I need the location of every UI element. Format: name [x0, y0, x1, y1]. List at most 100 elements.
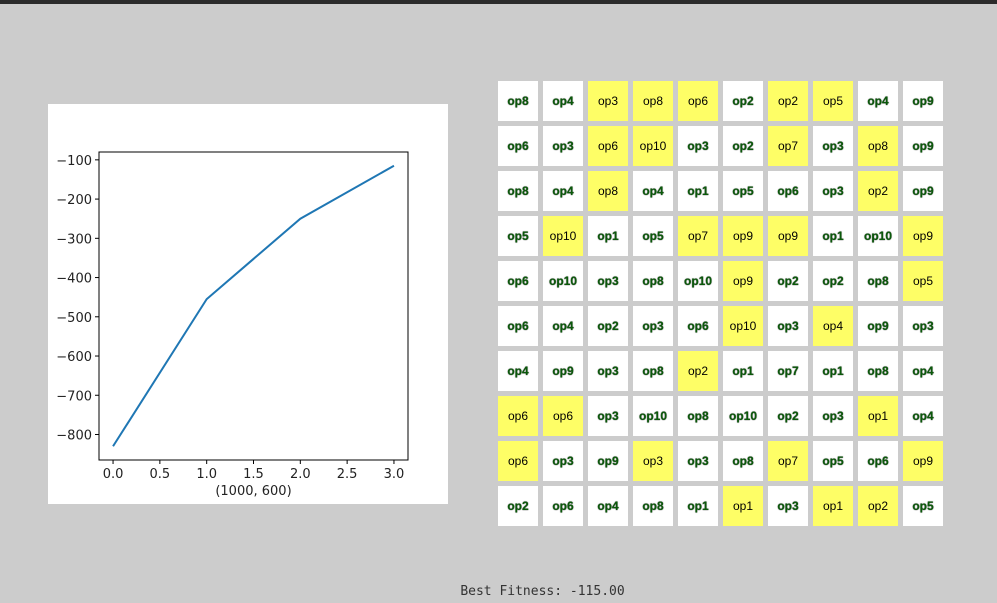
grid-cell[interactable]: op5 — [813, 441, 853, 481]
grid-cell-highlighted[interactable]: op2 — [858, 171, 898, 211]
grid-cell[interactable]: op4 — [903, 396, 943, 436]
grid-cell[interactable]: op6 — [543, 486, 583, 526]
grid-cell-highlighted[interactable]: op6 — [498, 396, 538, 436]
grid-cell-highlighted[interactable]: op7 — [768, 126, 808, 166]
grid-cell[interactable]: op3 — [678, 126, 718, 166]
grid-cell[interactable]: op3 — [813, 126, 853, 166]
grid-cell[interactable]: op8 — [858, 351, 898, 391]
grid-cell[interactable]: op1 — [813, 351, 853, 391]
grid-cell[interactable]: op1 — [588, 216, 628, 256]
grid-cell-highlighted[interactable]: op3 — [588, 81, 628, 121]
grid-cell[interactable]: op3 — [633, 306, 673, 346]
grid-cell[interactable]: op2 — [768, 261, 808, 301]
grid-cell-highlighted[interactable]: op7 — [678, 216, 718, 256]
grid-cell-highlighted[interactable]: op9 — [903, 441, 943, 481]
grid-cell[interactable]: op7 — [768, 351, 808, 391]
grid-cell[interactable]: op6 — [678, 306, 718, 346]
grid-cell-highlighted[interactable]: op8 — [633, 81, 673, 121]
grid-cell[interactable]: op9 — [543, 351, 583, 391]
grid-cell[interactable]: op2 — [498, 486, 538, 526]
grid-cell[interactable]: op8 — [678, 396, 718, 436]
grid-cell[interactable]: op9 — [858, 306, 898, 346]
grid-cell[interactable]: op4 — [858, 81, 898, 121]
grid-cell-highlighted[interactable]: op1 — [813, 486, 853, 526]
grid-cell-highlighted[interactable]: op5 — [813, 81, 853, 121]
grid-cell[interactable]: op10 — [543, 261, 583, 301]
grid-cell[interactable]: op6 — [498, 126, 538, 166]
grid-cell[interactable]: op8 — [633, 486, 673, 526]
grid-cell[interactable]: op4 — [543, 171, 583, 211]
grid-cell[interactable]: op4 — [633, 171, 673, 211]
grid-cell[interactable]: op3 — [678, 441, 718, 481]
grid-cell-highlighted[interactable]: op2 — [678, 351, 718, 391]
grid-cell[interactable]: op9 — [903, 126, 943, 166]
grid-cell-highlighted[interactable]: op9 — [723, 261, 763, 301]
grid-cell[interactable]: op4 — [543, 306, 583, 346]
grid-cell[interactable]: op8 — [633, 351, 673, 391]
grid-cell[interactable]: op2 — [588, 306, 628, 346]
grid-cell[interactable]: op3 — [543, 126, 583, 166]
grid-cell-highlighted[interactable]: op9 — [768, 216, 808, 256]
grid-cell[interactable]: op10 — [723, 396, 763, 436]
grid-cell[interactable]: op3 — [543, 441, 583, 481]
grid-cell[interactable]: op8 — [633, 261, 673, 301]
grid-cell[interactable]: op1 — [813, 216, 853, 256]
grid-cell[interactable]: op10 — [678, 261, 718, 301]
grid-cell[interactable]: op5 — [723, 171, 763, 211]
grid-cell[interactable]: op6 — [498, 306, 538, 346]
grid-cell-highlighted[interactable]: op4 — [813, 306, 853, 346]
grid-cell[interactable]: op2 — [768, 396, 808, 436]
grid-cell[interactable]: op3 — [588, 261, 628, 301]
grid-cell[interactable]: op4 — [903, 351, 943, 391]
grid-cell-highlighted[interactable]: op1 — [723, 486, 763, 526]
grid-cell[interactable]: op3 — [588, 396, 628, 436]
grid-cell[interactable]: op3 — [903, 306, 943, 346]
grid-cell[interactable]: op1 — [723, 351, 763, 391]
grid-cell-highlighted[interactable]: op6 — [678, 81, 718, 121]
grid-cell[interactable]: op9 — [588, 441, 628, 481]
grid-cell-highlighted[interactable]: op6 — [588, 126, 628, 166]
grid-cell[interactable]: op3 — [813, 171, 853, 211]
grid-cell[interactable]: op8 — [723, 441, 763, 481]
grid-cell-highlighted[interactable]: op3 — [633, 441, 673, 481]
grid-cell[interactable]: op1 — [678, 171, 718, 211]
grid-cell-highlighted[interactable]: op8 — [588, 171, 628, 211]
grid-cell-highlighted[interactable]: op2 — [858, 486, 898, 526]
grid-cell[interactable]: op3 — [813, 396, 853, 436]
grid-cell[interactable]: op4 — [498, 351, 538, 391]
grid-cell-highlighted[interactable]: op9 — [723, 216, 763, 256]
grid-cell-highlighted[interactable]: op6 — [543, 396, 583, 436]
grid-cell[interactable]: op9 — [903, 81, 943, 121]
grid-cell[interactable]: op3 — [768, 486, 808, 526]
grid-cell[interactable]: op8 — [498, 81, 538, 121]
grid-cell-highlighted[interactable]: op1 — [858, 396, 898, 436]
grid-cell[interactable]: op2 — [723, 81, 763, 121]
grid-cell[interactable]: op6 — [858, 441, 898, 481]
grid-cell[interactable]: op6 — [498, 261, 538, 301]
grid-cell[interactable]: op3 — [588, 351, 628, 391]
grid-cell[interactable]: op5 — [633, 216, 673, 256]
grid-cell[interactable]: op9 — [903, 171, 943, 211]
grid-cell[interactable]: op6 — [768, 171, 808, 211]
grid-cell[interactable]: op2 — [723, 126, 763, 166]
grid-cell[interactable]: op8 — [498, 171, 538, 211]
grid-cell-highlighted[interactable]: op5 — [903, 261, 943, 301]
grid-cell[interactable]: op4 — [588, 486, 628, 526]
grid-cell-highlighted[interactable]: op10 — [543, 216, 583, 256]
grid-cell-highlighted[interactable]: op9 — [903, 216, 943, 256]
grid-cell[interactable]: op2 — [813, 261, 853, 301]
grid-cell-highlighted[interactable]: op6 — [498, 441, 538, 481]
grid-cell[interactable]: op10 — [633, 396, 673, 436]
grid-cell-highlighted[interactable]: op7 — [768, 441, 808, 481]
grid-cell[interactable]: op5 — [498, 216, 538, 256]
grid-cell-highlighted[interactable]: op10 — [633, 126, 673, 166]
grid-cell[interactable]: op4 — [543, 81, 583, 121]
grid-cell[interactable]: op5 — [903, 486, 943, 526]
grid-cell-highlighted[interactable]: op10 — [723, 306, 763, 346]
grid-cell[interactable]: op10 — [858, 216, 898, 256]
grid-cell-highlighted[interactable]: op8 — [858, 126, 898, 166]
grid-cell[interactable]: op8 — [858, 261, 898, 301]
grid-cell[interactable]: op1 — [678, 486, 718, 526]
grid-cell[interactable]: op3 — [768, 306, 808, 346]
grid-cell-highlighted[interactable]: op2 — [768, 81, 808, 121]
